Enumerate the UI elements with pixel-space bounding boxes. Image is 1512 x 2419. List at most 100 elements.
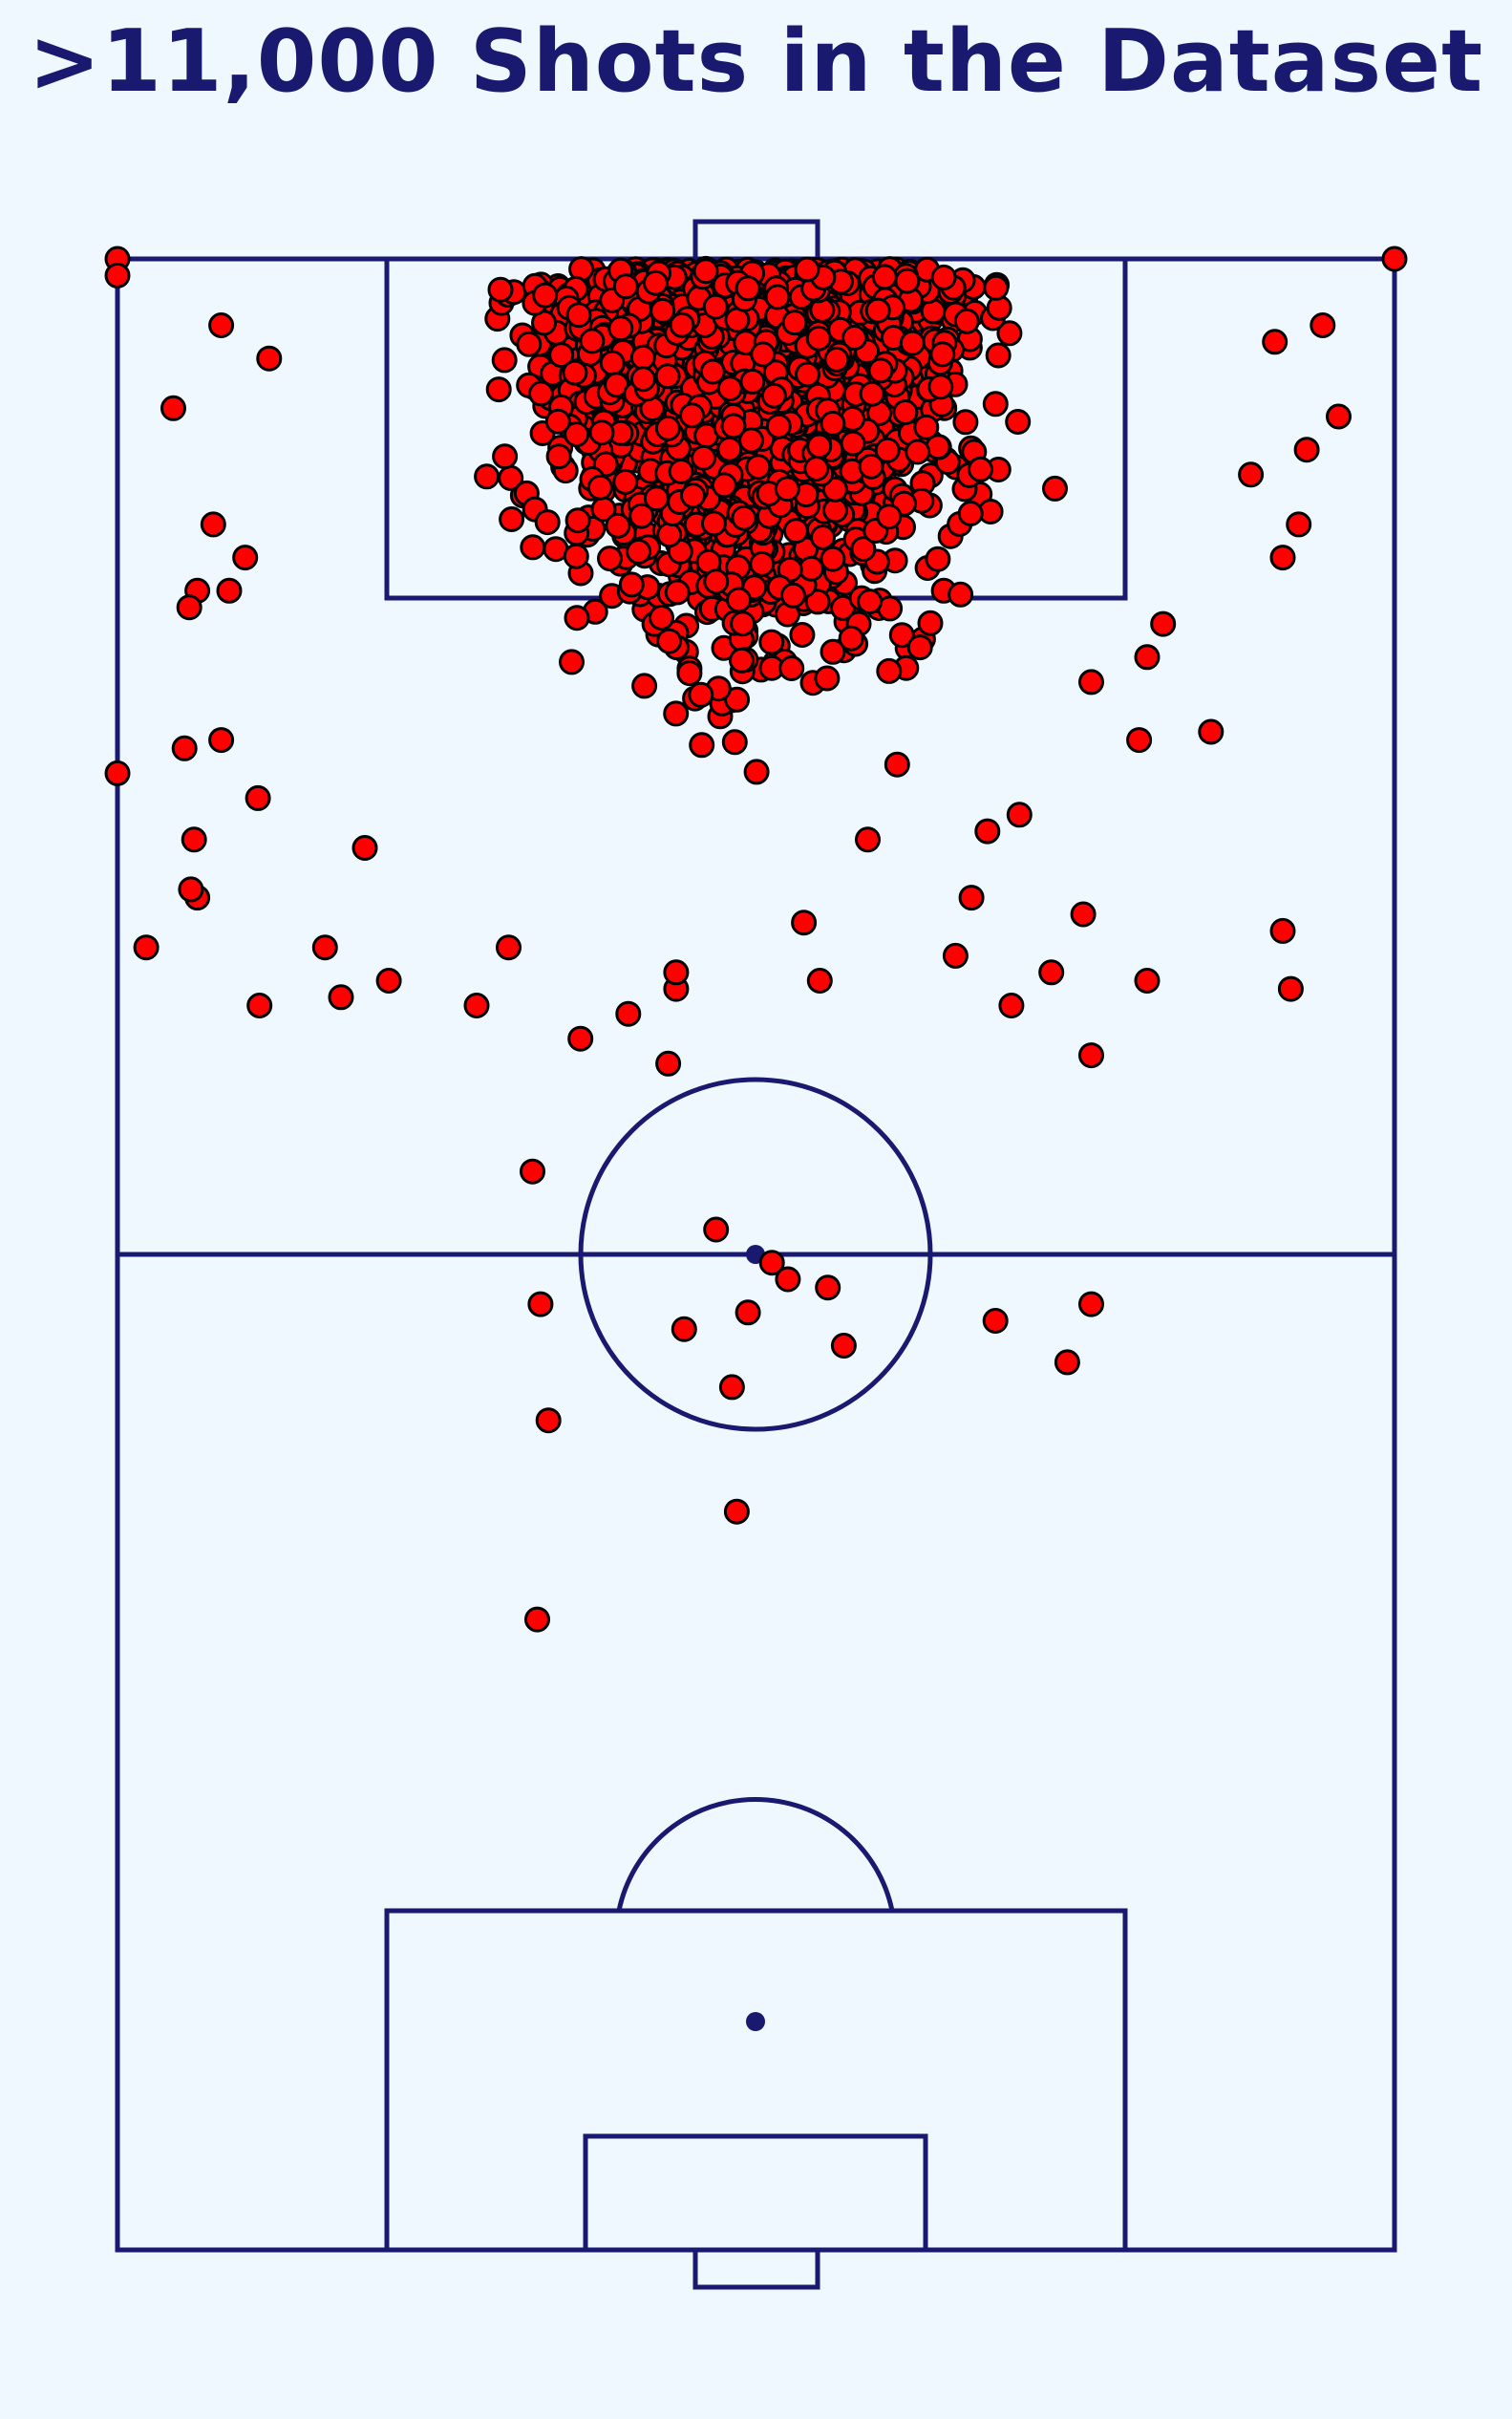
shot-marker	[919, 611, 942, 634]
shot-marker	[487, 378, 510, 401]
shot-marker	[1055, 1351, 1078, 1374]
shot-marker	[670, 460, 692, 483]
shot-marker	[959, 503, 982, 525]
shot-marker	[731, 649, 754, 672]
shot-marker	[782, 584, 805, 607]
shot-marker	[745, 760, 768, 783]
shot-marker	[526, 1608, 549, 1631]
shot-marker	[1008, 803, 1031, 826]
shot-marker	[885, 753, 908, 776]
shot-marker	[182, 828, 205, 851]
shot-marker	[969, 458, 992, 481]
shot-marker	[651, 299, 674, 322]
shot-marker	[704, 295, 727, 318]
shot-marker	[931, 343, 954, 366]
shot-marker	[915, 416, 938, 439]
shot-marker	[1007, 411, 1030, 434]
shot-marker	[536, 511, 559, 534]
shot-marker	[816, 667, 839, 690]
shot-marker	[825, 348, 848, 371]
shot-marker	[658, 524, 681, 546]
shot-marker	[725, 1500, 748, 1523]
shot-marker	[210, 314, 233, 337]
shot-marker	[530, 382, 553, 405]
shot-marker	[796, 258, 819, 281]
shot-marker	[564, 361, 586, 384]
shot-marker	[866, 299, 889, 322]
shot-marker	[665, 702, 688, 725]
shot-marker	[805, 458, 828, 481]
shot-marker	[106, 761, 129, 784]
shot-marker	[718, 438, 741, 460]
shot-marker	[537, 1409, 560, 1432]
shot-marker	[691, 734, 713, 757]
shot-marker	[1044, 477, 1067, 500]
shot-marker	[929, 375, 952, 398]
shot-marker	[752, 343, 775, 366]
shot-marker	[330, 986, 352, 1009]
shot-marker	[565, 607, 588, 630]
shot-marker	[628, 540, 650, 563]
shot-marker	[728, 589, 751, 611]
shot-marker	[620, 573, 643, 596]
shot-marker	[894, 401, 917, 424]
shot-marker	[522, 1160, 544, 1183]
shot-marker	[944, 944, 967, 967]
shot-marker	[736, 1301, 759, 1324]
top-goal	[695, 222, 818, 259]
shot-marker	[692, 446, 715, 469]
shot-marker	[808, 970, 831, 993]
shot-marker	[960, 887, 983, 910]
shot-marker	[762, 384, 785, 407]
shot-marker	[353, 837, 376, 860]
shots-layer	[106, 247, 1406, 1631]
shot-marker	[465, 995, 488, 1017]
shot-marker	[672, 1317, 695, 1340]
shot-marker	[713, 474, 735, 497]
shot-marker	[1264, 331, 1287, 353]
shot-marker	[588, 476, 611, 499]
shot-marker	[1295, 439, 1318, 461]
shot-marker	[1128, 729, 1151, 752]
shot-marker	[705, 1218, 728, 1241]
shot-marker	[987, 344, 1010, 367]
shot-marker	[1080, 671, 1103, 694]
shot-marker	[657, 1052, 680, 1075]
shot-marker	[609, 317, 632, 340]
shot-marker	[631, 346, 654, 369]
shot-marker	[799, 557, 822, 580]
shot-marker	[807, 327, 830, 350]
shot-marker	[178, 596, 201, 619]
shot-marker	[702, 512, 725, 535]
shot-marker	[740, 429, 763, 452]
shot-marker	[498, 936, 521, 959]
shot-marker	[784, 520, 807, 543]
shot-marker	[776, 478, 799, 501]
shot-marker	[135, 936, 158, 959]
shot-marker	[736, 277, 759, 300]
shot-marker	[954, 411, 977, 434]
shot-marker	[808, 435, 831, 458]
shot-marker	[817, 1276, 840, 1299]
shot-marker	[547, 445, 570, 468]
shot-marker	[248, 995, 271, 1017]
shot-marker	[162, 396, 185, 419]
shot-marker	[723, 731, 746, 754]
bottom-goal	[695, 2250, 818, 2287]
shot-marker	[106, 264, 129, 287]
shot-marker	[741, 370, 764, 393]
shot-marker	[1288, 513, 1310, 536]
shot-marker	[617, 1002, 640, 1025]
shot-marker	[566, 509, 589, 532]
shot-marker	[656, 417, 679, 439]
shot-marker	[234, 546, 257, 569]
shot-marker	[1271, 546, 1294, 569]
shot-marker	[733, 506, 756, 529]
shot-marker	[1136, 970, 1159, 993]
shot-marker	[246, 786, 269, 809]
shot-marker	[832, 1335, 855, 1358]
shot-marker	[766, 286, 789, 309]
shot-marker	[518, 332, 541, 355]
shot-marker	[926, 547, 949, 570]
shot-marker	[821, 547, 844, 570]
